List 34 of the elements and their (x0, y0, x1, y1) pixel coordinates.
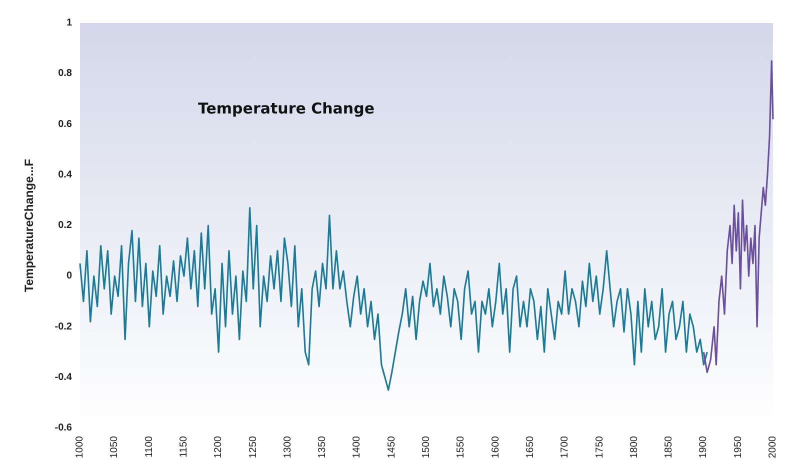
y-tick-label: 0.6 (58, 118, 72, 130)
y-tick-label: 0.2 (58, 220, 72, 231)
x-tick-label: 1650 (524, 436, 536, 458)
x-tick-label: 1550 (456, 436, 467, 458)
y-tick-label: 0.8 (58, 68, 72, 80)
x-tick-label: 1750 (594, 436, 606, 458)
x-tick-label: 1300 (282, 436, 294, 458)
x-tick-label: 1450 (386, 436, 398, 458)
x-tick-label: 1700 (560, 436, 571, 458)
y-tick-label: -0.6 (54, 422, 72, 434)
line-series (702, 60, 774, 374)
x-tick-label: 2000 (768, 436, 778, 458)
y-tick-label: 0.4 (58, 169, 72, 180)
x-tick-label: 1150 (178, 436, 190, 458)
x-tick-label: 1950 (732, 436, 744, 458)
x-tick-label: 1250 (248, 436, 259, 458)
x-tick-label: 1350 (317, 436, 328, 458)
y-tick-label: 1 (66, 18, 72, 28)
y-tick-label: -0.2 (54, 321, 72, 332)
x-tick-label: 1050 (109, 436, 120, 458)
x-tick-label: 1000 (74, 436, 86, 458)
x-tick-label: 1850 (664, 436, 675, 458)
y-tick-label: 0 (66, 270, 72, 282)
x-tick-label: 1400 (352, 436, 363, 458)
x-tick-label: 1500 (421, 436, 432, 458)
text: Temperature Change (198, 100, 375, 118)
x-tick-label: 1200 (213, 436, 224, 458)
line-series (79, 206, 708, 391)
x-tick-label: 1100 (144, 436, 155, 458)
y-tick-label: -0.4 (54, 372, 72, 383)
x-tick-label: 1800 (628, 436, 640, 458)
y-axis-title: TemperatureChange...F (22, 158, 36, 292)
x-tick-label: 1900 (698, 436, 710, 458)
x-tick-label: 1600 (490, 436, 502, 458)
